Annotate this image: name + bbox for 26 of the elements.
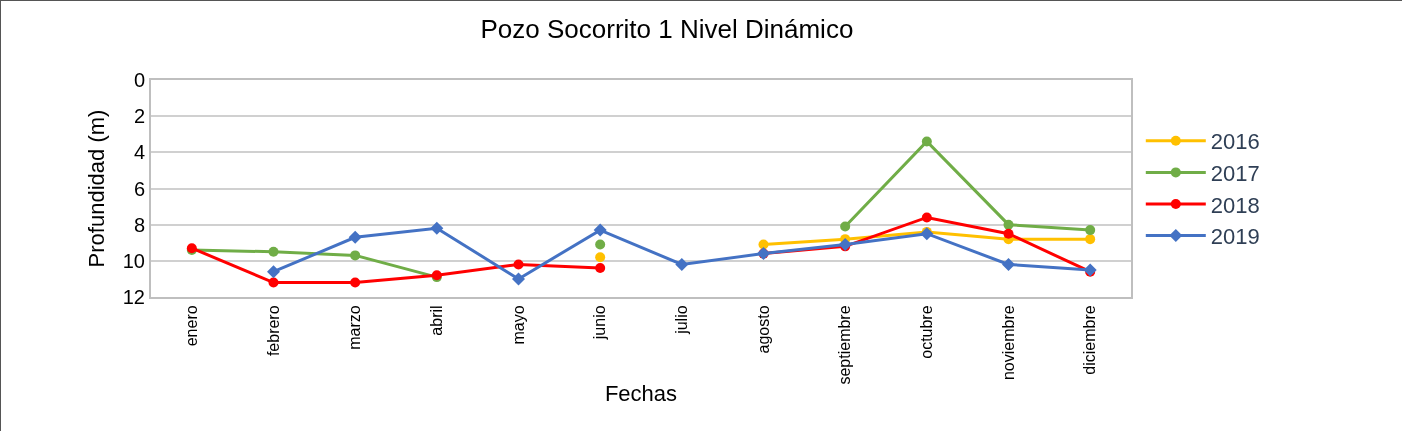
y-tick-label: 0 xyxy=(133,69,145,91)
x-tick-label: julio xyxy=(673,305,691,335)
chart-title: Pozo Socorrito 1 Nivel Dinámico xyxy=(480,14,854,45)
x-tick-label: noviembre xyxy=(999,305,1017,381)
y-tick-label: 2 xyxy=(133,105,145,128)
legend-label: 2019 xyxy=(1210,224,1260,250)
x-tick-label: diciembre xyxy=(1081,305,1099,375)
y-tick-label: 4 xyxy=(133,141,145,164)
legend-label: 2017 xyxy=(1210,160,1260,186)
y-tick-label: 6 xyxy=(133,177,145,200)
y-tick-label: 8 xyxy=(133,213,145,236)
y-tick-label: 12 xyxy=(122,286,145,308)
y-tick-label: 10 xyxy=(122,249,145,272)
legend-label: 2016 xyxy=(1210,129,1260,155)
x-axis-title: Fechas xyxy=(604,380,678,406)
y-axis-title: Profundidad (m) xyxy=(84,109,110,268)
x-tick-label: febrero xyxy=(264,305,282,357)
x-tick-label: mayo xyxy=(509,305,527,345)
legend-label: 2018 xyxy=(1210,192,1260,218)
x-tick-label: abril xyxy=(428,305,446,336)
x-tick-label: agosto xyxy=(754,305,772,354)
x-tick-label: octubre xyxy=(918,305,936,359)
x-tick-label: septiembre xyxy=(836,305,854,385)
x-tick-label: marzo xyxy=(346,305,364,350)
x-tick-label: junio xyxy=(591,305,609,341)
x-tick-label: enero xyxy=(183,305,201,347)
